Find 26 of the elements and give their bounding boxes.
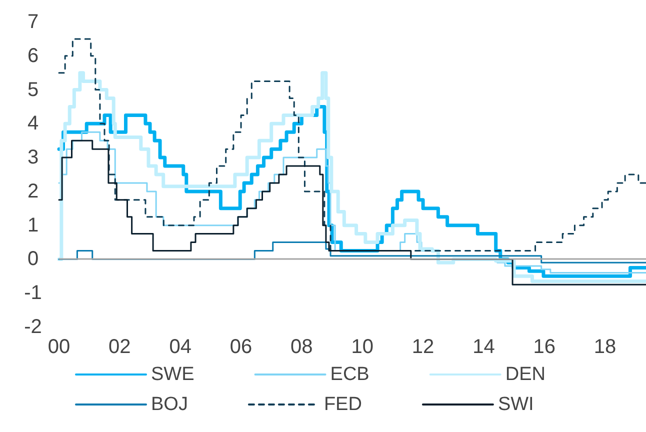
x-tick-label: 16 (533, 336, 556, 358)
y-tick-label: 2 (27, 180, 39, 202)
legend-label: DEN (505, 364, 546, 385)
y-tick-label: 3 (27, 146, 39, 169)
y-tick-label: 7 (27, 11, 39, 33)
y-tick-label: 6 (27, 44, 39, 67)
x-tick-label: 10 (351, 336, 374, 358)
y-tick-label: 5 (27, 78, 39, 101)
y-tick-label: 1 (27, 214, 39, 236)
x-tick-label: 00 (48, 336, 70, 358)
x-tick-label: 12 (412, 336, 434, 358)
y-tick-label: -1 (24, 282, 42, 304)
legend-label: SWE (151, 364, 194, 385)
y-tick-label: 0 (27, 248, 39, 270)
x-tick-label: 18 (594, 336, 616, 358)
legend-label: BOJ (151, 394, 188, 415)
legend-label: SWI (498, 394, 534, 415)
x-tick-label: 08 (290, 336, 313, 358)
x-tick-label: 14 (472, 336, 495, 358)
legend-label: FED (324, 394, 362, 415)
y-tick-label: -2 (24, 316, 42, 338)
x-tick-label: 06 (230, 336, 252, 358)
x-tick-label: 02 (108, 336, 131, 358)
y-tick-label: 4 (27, 112, 39, 135)
x-tick-label: 04 (169, 336, 192, 358)
legend-label: ECB (330, 364, 370, 385)
